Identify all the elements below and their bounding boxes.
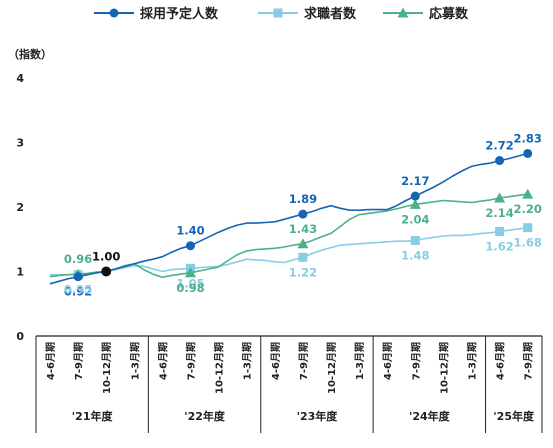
- series-line-circle: [49, 152, 528, 285]
- data-label: 2.14: [485, 206, 513, 220]
- series-layer: [49, 148, 534, 285]
- data-label: 1.22: [289, 265, 317, 279]
- data-point-triangle: [297, 238, 309, 249]
- y-axis: 0 1 2 3 4: [16, 72, 24, 343]
- data-label: 2.72: [485, 139, 513, 153]
- x-tick-label: 10-12月期: [100, 342, 113, 394]
- legend-marker-triangle: [397, 7, 409, 18]
- data-point-circle: [495, 156, 505, 166]
- data-point-square: [298, 252, 308, 262]
- x-tick-label: 1-3月期: [241, 342, 254, 380]
- data-point-base: [101, 266, 112, 277]
- legend-label: 求職者数: [304, 6, 357, 22]
- data-point-triangle: [185, 267, 196, 278]
- data-label: 1.48: [401, 249, 429, 263]
- x-tick-label: 10-12月期: [213, 342, 226, 394]
- fiscal-year-label: '21年度: [72, 409, 114, 423]
- data-label: 1.68: [514, 236, 542, 250]
- data-label: 0.96: [64, 252, 92, 266]
- legend-marker-square: [273, 8, 283, 18]
- fiscal-year-label: '22年度: [184, 409, 226, 423]
- data-point-circle: [186, 241, 195, 251]
- x-tick-label: 4-6月期: [269, 342, 282, 380]
- data-label: 1.89: [289, 192, 317, 206]
- x-tick-label: 1-3月期: [466, 342, 479, 380]
- series-line-square: [50, 226, 528, 276]
- data-label: 1.00: [92, 250, 120, 264]
- fiscal-year-label: '23年度: [297, 409, 339, 423]
- data-label: 0.95: [64, 283, 92, 297]
- x-tick-label: 7-9月期: [409, 342, 422, 380]
- fiscal-year-label: '24年度: [409, 409, 451, 423]
- x-tick-label: 7-9月期: [72, 342, 85, 380]
- fiscal-year-label: '25年度: [493, 409, 535, 423]
- y-tick-label: 2: [16, 201, 24, 214]
- legend-marker-circle: [109, 8, 119, 18]
- x-tick-label: 10-12月期: [437, 342, 450, 394]
- data-label: 1.43: [289, 222, 317, 236]
- y-tick-label: 4: [16, 72, 24, 85]
- x-tick-label: 4-6月期: [156, 342, 169, 380]
- y-axis-label: （指数）: [8, 47, 52, 61]
- data-label: 1.05: [176, 276, 204, 290]
- data-label: 1.62: [485, 240, 513, 254]
- data-point-circle: [523, 148, 533, 158]
- data-label: 0.98: [176, 281, 204, 295]
- y-tick-label: 0: [16, 330, 24, 343]
- data-point-circle: [73, 272, 83, 282]
- y-tick-label: 1: [16, 266, 24, 279]
- data-point-triangle: [409, 198, 421, 209]
- data-point-triangle: [522, 188, 534, 199]
- data-point-square: [523, 223, 533, 233]
- data-point-triangle: [494, 192, 506, 203]
- x-tick-label: 4-6月期: [381, 342, 394, 380]
- data-point-circle: [298, 209, 308, 219]
- data-point-square: [495, 227, 505, 237]
- data-label: 2.83: [514, 131, 542, 145]
- x-tick-label: 4-6月期: [44, 342, 57, 380]
- data-label: 2.20: [514, 202, 542, 216]
- data-label: 2.17: [401, 174, 429, 188]
- x-tick-label: 7-9月期: [297, 342, 310, 380]
- legend-label: 応募数: [429, 6, 469, 22]
- data-label: 1.40: [176, 224, 204, 238]
- x-axis: 4-6月期 7-9月期 10-12月期 1-3月期 4-6月期 7-9月期 10-12月期 1…: [35, 335, 543, 433]
- data-point-circle: [410, 191, 420, 201]
- legend: 採用予定人数 求職者数 応募数: [94, 6, 469, 22]
- data-label: 0.92: [64, 285, 92, 299]
- x-tick-label: 10-12月期: [325, 342, 338, 394]
- legend-label: 採用予定人数: [140, 6, 219, 22]
- data-label-layer: 0.92 1.00 1.40 1.89 2.17 2.722.83 0.95 1.05 1.22…: [64, 131, 542, 298]
- x-tick-label: 4-6月期: [494, 342, 507, 380]
- x-tick-label: 7-9月期: [185, 342, 198, 380]
- data-point-square: [410, 236, 420, 246]
- x-tick-label: 7-9月期: [522, 342, 535, 380]
- x-tick-label: 1-3月期: [128, 342, 141, 380]
- data-label: 2.04: [401, 212, 429, 226]
- y-tick-label: 3: [16, 137, 24, 150]
- x-tick-label: 1-3月期: [353, 342, 366, 380]
